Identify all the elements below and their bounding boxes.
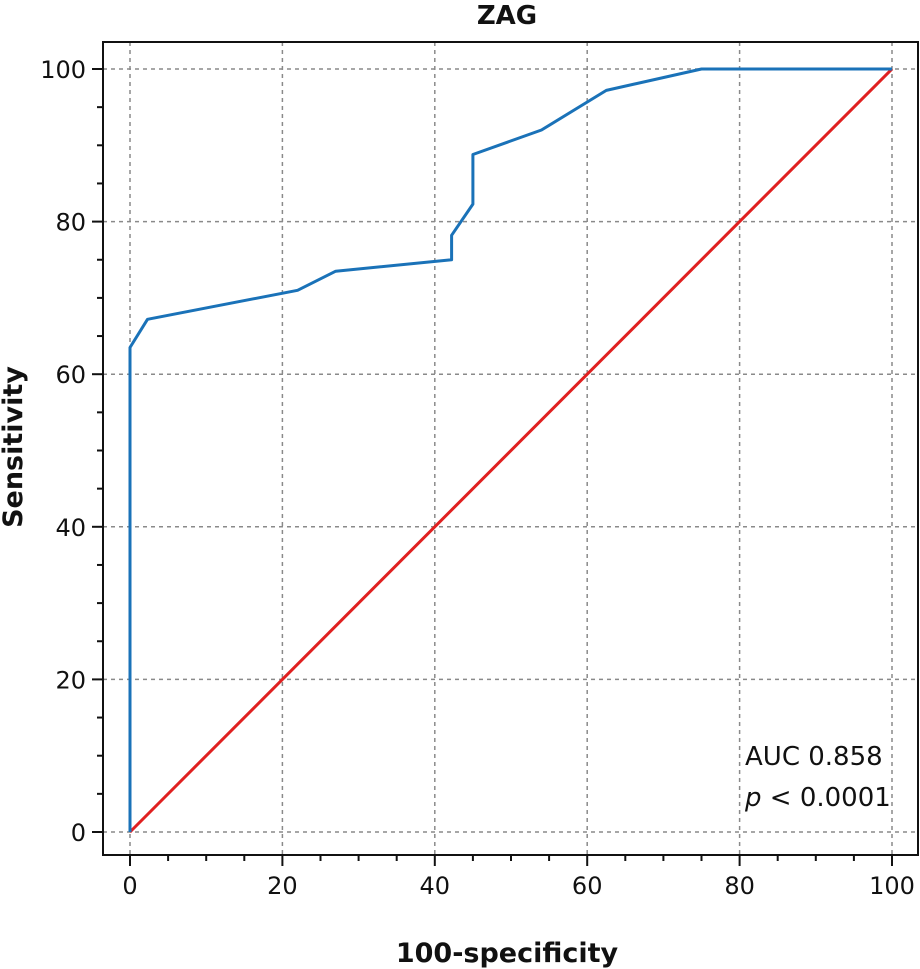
x-tick-label: 20: [267, 872, 298, 900]
x-tick-label: 80: [724, 872, 755, 900]
y-axis-label: Sensitivity: [0, 366, 29, 528]
series-group: [128, 67, 894, 834]
y-tick-label: 40: [55, 514, 86, 542]
chart-title: ZAG: [477, 1, 537, 31]
p-symbol: p: [744, 783, 762, 813]
y-tick-label: 60: [55, 361, 86, 389]
p-value-annotation: p < 0.0001: [744, 783, 891, 813]
x-tick-label: 100: [869, 872, 915, 900]
p-value: < 0.0001: [762, 783, 891, 813]
y-tick-label: 20: [55, 666, 86, 694]
reference-diagonal-line: [128, 67, 894, 834]
x-axis-label: 100-specificity: [396, 938, 619, 969]
y-tick-label: 0: [71, 819, 86, 847]
x-tick-label: 0: [122, 872, 137, 900]
y-tick-label: 100: [40, 56, 86, 84]
x-tick-label: 60: [572, 872, 603, 900]
x-tick-label: 40: [420, 872, 451, 900]
axis-ticks: [92, 68, 893, 866]
roc-curve-line: [128, 67, 892, 832]
y-tick-label: 80: [55, 209, 86, 237]
tick-labels: 0 20 40 60 80 100 0 20 40 60 80 100: [40, 56, 915, 900]
auc-annotation: AUC 0.858: [745, 742, 883, 772]
